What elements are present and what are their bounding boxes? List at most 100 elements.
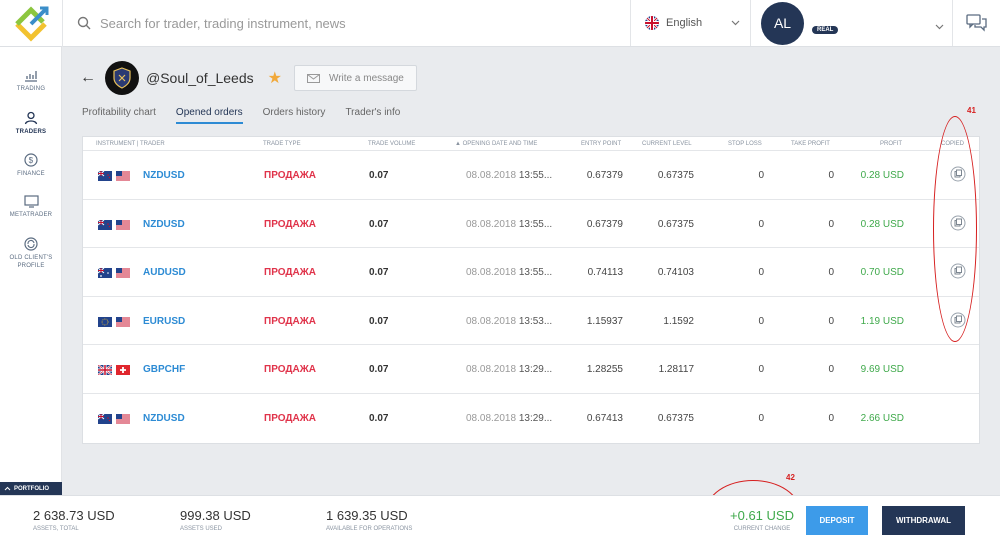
chevron-up-icon: [4, 486, 11, 491]
currency-flags: [98, 316, 130, 327]
table-row[interactable]: EURUSD ПРОДАЖА 0.07 08.08.2018 13:53... 1.15…: [83, 297, 979, 346]
favorite-star-icon[interactable]: ★: [267, 70, 282, 87]
tab-profitability-chart[interactable]: Profitability chart: [82, 107, 156, 118]
search-input[interactable]: Search for trader, trading instrument, n…: [100, 15, 346, 31]
nz-flag-icon: [98, 413, 112, 424]
currency-flags: [98, 171, 130, 181]
account-summary-bar: 2 638.73 USD ASSETS, TOTAL 999.38 USD AS…: [0, 495, 1000, 548]
table-row[interactable]: NZDUSD ПРОДАЖА 0.07 08.08.2018 13:55... 0.67…: [83, 200, 979, 249]
tab-orders-history[interactable]: Orders history: [262, 107, 326, 118]
logo[interactable]: [0, 0, 63, 47]
opening-date: 08.08.2018 13:53...: [466, 315, 553, 327]
withdrawal-button[interactable]: WITHDRAWAL: [882, 506, 965, 535]
col-current-level: CURRENT LEVEL: [642, 141, 692, 147]
chevron-down-icon: [731, 17, 740, 29]
stop-loss: 0: [758, 412, 764, 424]
trade-volume: 0.07: [369, 170, 389, 181]
current-level: 1.1592: [663, 315, 694, 327]
col-trade-type: TRADE TYPE: [263, 141, 301, 147]
instrument-link[interactable]: NZDUSD: [143, 412, 185, 424]
profit-value: 1.19 USD: [860, 315, 904, 327]
trader-tabs: Profitability chart Opened orders Orders…: [82, 107, 420, 124]
deposit-button[interactable]: DEPOSIT: [806, 506, 868, 535]
sidebar-item-trading[interactable]: TRADING: [0, 69, 62, 93]
table-row[interactable]: GBPCHF ПРОДАЖА 0.07 08.08.2018 13:29... 1.28…: [83, 345, 979, 394]
take-profit: 0: [828, 218, 834, 230]
tab-opened-orders[interactable]: Opened orders: [175, 107, 243, 124]
trade-type: ПРОДАЖА: [264, 412, 316, 424]
current-change-label: CURRENT CHANGE: [733, 526, 791, 532]
eu-flag-icon: [98, 316, 112, 327]
language-label: English: [666, 17, 703, 29]
profit-value: 0.70 USD: [860, 267, 904, 279]
entry-point: 0.67379: [586, 218, 623, 230]
trade-volume: 0.07: [369, 267, 389, 279]
col-take-profit: TAKE PROFIT: [791, 141, 830, 147]
stop-loss: 0: [758, 315, 764, 327]
current-level: 1.28117: [658, 364, 694, 376]
annotation-number: 41: [967, 106, 976, 115]
currency-flags: [98, 365, 130, 376]
current-level: 0.67375: [657, 412, 694, 424]
us-flag-icon: [116, 316, 130, 327]
currency-flags: [98, 413, 130, 424]
available-funds: 1 639.35 USD AVAILABLE FOR OPERATIONS: [326, 508, 412, 532]
col-stop-loss: STOP LOSS: [728, 141, 762, 147]
entry-point: 0.74113: [587, 267, 623, 279]
tab-traders-info[interactable]: Trader's info: [345, 107, 401, 118]
current-level: 0.74103: [657, 267, 694, 279]
col-entry-point: ENTRY POINT: [581, 141, 622, 147]
nz-flag-icon: [98, 219, 112, 230]
uk-flag-icon: [645, 16, 659, 30]
sidebar-item-label: TRADERS: [15, 129, 47, 135]
language-selector[interactable]: English: [630, 0, 750, 46]
entry-point: 0.67413: [586, 412, 623, 424]
instrument-link[interactable]: AUDUSD: [143, 267, 186, 279]
chat-button[interactable]: [952, 0, 1000, 46]
back-arrow-icon[interactable]: ←: [80, 69, 96, 86]
assets-used-value: 999.38 USD: [180, 508, 251, 523]
opening-date: 08.08.2018 13:55...: [466, 218, 553, 230]
monitor-icon: [0, 195, 62, 208]
take-profit: 0: [828, 412, 834, 424]
table-row[interactable]: AUDUSD ПРОДАЖА 0.07 08.08.2018 13:55... 0.74…: [83, 248, 979, 297]
sidebar-item-metatrader[interactable]: METATRADER: [0, 195, 62, 219]
account-type-badge: REAL: [812, 26, 839, 34]
write-message-button[interactable]: Write a message: [293, 65, 417, 91]
trader-name: @Soul_of_Leeds: [146, 70, 254, 86]
current-level: 0.67375: [657, 170, 694, 181]
instrument-link[interactable]: NZDUSD: [143, 170, 185, 181]
account-menu[interactable]: AL REAL: [750, 0, 952, 46]
profit-value: 2.66 USD: [860, 412, 904, 424]
sidebar-item-label: TRADING: [16, 86, 46, 92]
stop-loss: 0: [758, 267, 764, 279]
sidebar-item-label: OLD CLIENT'S PROFILE: [9, 255, 53, 269]
instrument-link[interactable]: EURUSD: [143, 315, 186, 327]
col-opening-date[interactable]: ▲ OPENING DATE AND TIME: [455, 141, 538, 147]
avatar[interactable]: AL: [761, 1, 804, 45]
trader-header: ← @Soul_of_Leeds ★ Write a message: [80, 60, 417, 96]
instrument-link[interactable]: GBPCHF: [143, 364, 186, 376]
profit-value: 0.28 USD: [860, 218, 904, 230]
us-flag-icon: [116, 268, 130, 279]
col-profit: PROFIT: [880, 141, 902, 147]
sidebar-item-old-profile[interactable]: OLD CLIENT'S PROFILE: [0, 237, 62, 270]
table-row[interactable]: NZDUSD ПРОДАЖА 0.07 08.08.2018 13:29... 0.67…: [83, 394, 979, 443]
nz-flag-icon: [98, 171, 112, 181]
envelope-icon: [306, 73, 320, 83]
trade-type: ПРОДАЖА: [264, 267, 316, 279]
search-bar[interactable]: Search for trader, trading instrument, n…: [63, 0, 630, 46]
profit-value: 9.69 USD: [860, 364, 904, 376]
instrument-link[interactable]: NZDUSD: [143, 218, 185, 230]
refresh-icon: [0, 237, 62, 251]
sidebar-item-traders[interactable]: TRADERS: [0, 111, 62, 136]
table-row[interactable]: NZDUSD ПРОДАЖА 0.07 08.08.2018 13:55... 0.67…: [83, 151, 979, 200]
currency-flags: [98, 268, 130, 279]
portfolio-toggle[interactable]: PORTFOLIO: [0, 482, 62, 495]
traders-icon: [0, 111, 62, 125]
chat-icon: [965, 14, 987, 32]
assets-total: 2 638.73 USD ASSETS, TOTAL: [33, 508, 115, 532]
take-profit: 0: [828, 267, 834, 279]
write-message-label: Write a message: [328, 72, 404, 84]
sidebar-item-finance[interactable]: $ FINANCE: [0, 153, 62, 178]
